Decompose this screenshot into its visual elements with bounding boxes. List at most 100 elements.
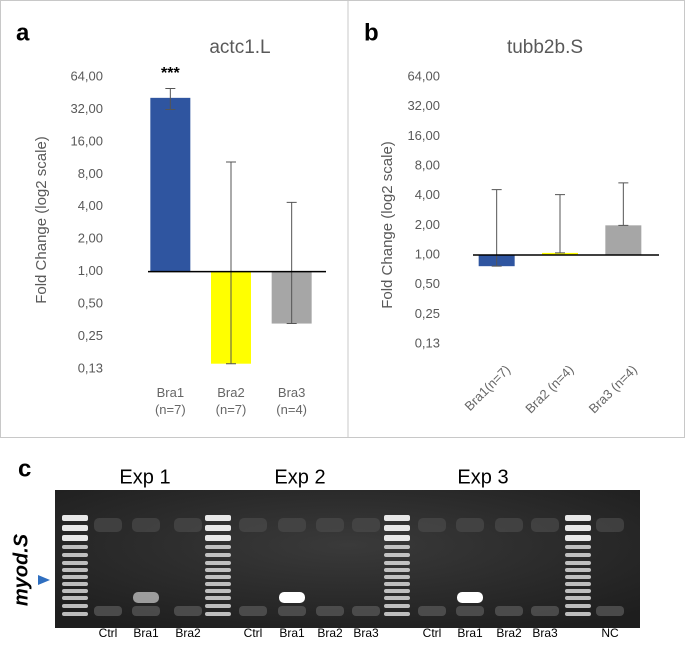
well (596, 518, 624, 532)
lane-label: Bra2 (175, 626, 201, 640)
ladder-band (565, 515, 591, 521)
well (132, 518, 160, 532)
primer-band (239, 606, 267, 616)
y-tick-label: 32,00 (407, 98, 440, 113)
lane-label: Bra1 (457, 626, 483, 640)
ladder-band (384, 575, 410, 579)
ladder-band (62, 589, 88, 593)
primer-band (94, 606, 122, 616)
ladder-band (62, 568, 88, 572)
ladder-band (205, 545, 231, 549)
lane-label: Bra2 (317, 626, 343, 640)
ladder-band (565, 596, 591, 600)
ladder-band (565, 568, 591, 572)
ladder-band (384, 525, 410, 531)
experiment-label: Exp 1 (119, 466, 170, 488)
y-tick-label: 16,00 (407, 128, 440, 143)
y-tick-label: 0,50 (415, 276, 440, 291)
ladder-band (205, 575, 231, 579)
ladder-band (62, 525, 88, 531)
ladder-band (205, 568, 231, 572)
y-tick-label: 8,00 (415, 157, 440, 172)
ladder-band (565, 575, 591, 579)
ladder-band (62, 561, 88, 565)
lane-label: NC (601, 626, 619, 640)
ladder-band (205, 596, 231, 600)
lane-label: Ctrl (423, 626, 442, 640)
well (531, 518, 559, 532)
primer-band (278, 606, 306, 616)
well (456, 518, 484, 532)
ladder-band (205, 582, 231, 586)
ladder-band (384, 561, 410, 565)
experiment-label: Exp 2 (274, 466, 325, 488)
y-tick-label: 0,25 (415, 306, 440, 321)
y-tick-label: 4,00 (415, 187, 440, 202)
ladder-band (62, 604, 88, 608)
ladder-band (384, 535, 410, 541)
primer-band (132, 606, 160, 616)
error-bar (165, 88, 176, 110)
well (495, 518, 523, 532)
primer-band (418, 606, 446, 616)
lane-label: Ctrl (244, 626, 263, 640)
ladder-band (205, 525, 231, 531)
product-band (133, 592, 159, 603)
product-band (279, 592, 305, 603)
lane-label: Ctrl (99, 626, 118, 640)
primer-band (174, 606, 202, 616)
primer-band (316, 606, 344, 616)
ladder-band (565, 525, 591, 531)
error-bar (555, 194, 565, 254)
y-tick-label: 0,13 (78, 360, 103, 375)
error-bar (286, 201, 297, 325)
y-tick-label: 0,50 (78, 296, 103, 311)
ladder-band (565, 545, 591, 549)
y-tick-label: 64,00 (70, 68, 103, 83)
bar (542, 252, 578, 255)
panel-letter: b (364, 19, 379, 46)
error-bar (618, 182, 629, 226)
ladder-band (205, 535, 231, 541)
product-band (457, 592, 483, 603)
chart-title: tubb2b.S (507, 37, 583, 58)
chart-title: actc1.L (209, 37, 270, 58)
ladder-band (565, 582, 591, 586)
ladder-band (62, 545, 88, 549)
y-tick-label: 4,00 (78, 198, 103, 213)
bar (150, 97, 191, 272)
y-tick-label: 16,00 (70, 133, 103, 148)
y-axis-title: Fold Change (log2 scale) (379, 141, 396, 309)
y-tick-label: 32,00 (70, 101, 103, 116)
well (316, 518, 344, 532)
ladder-band (384, 553, 410, 557)
ladder-band (62, 575, 88, 579)
x-tick-label: Bra3 (n=4) (586, 362, 640, 416)
ladder-band (205, 515, 231, 521)
ladder-band (62, 515, 88, 521)
y-axis-title: Fold Change (log2 scale) (33, 136, 50, 304)
primer-band (495, 606, 523, 616)
experiment-label: Exp 3 (457, 466, 508, 488)
ladder-band (205, 604, 231, 608)
well (278, 518, 306, 532)
ladder-band (62, 612, 88, 616)
x-tick-label: Bra3 (n=4) (276, 385, 308, 417)
ladder-band (565, 535, 591, 541)
bar (605, 225, 642, 255)
primer-band (531, 606, 559, 616)
ladder-band (384, 604, 410, 608)
ladder-band (384, 612, 410, 616)
y-tick-label: 1,00 (415, 246, 440, 261)
y-tick-label: 64,00 (407, 68, 440, 83)
y-tick-label: 0,13 (415, 335, 440, 350)
ladder-band (62, 535, 88, 541)
lane-label: Bra2 (496, 626, 522, 640)
lane-label: Bra1 (279, 626, 305, 640)
ladder-band (565, 612, 591, 616)
primer-band (352, 606, 380, 616)
ladder-band (62, 596, 88, 600)
ladder-band (62, 582, 88, 586)
ladder-band (62, 553, 88, 557)
